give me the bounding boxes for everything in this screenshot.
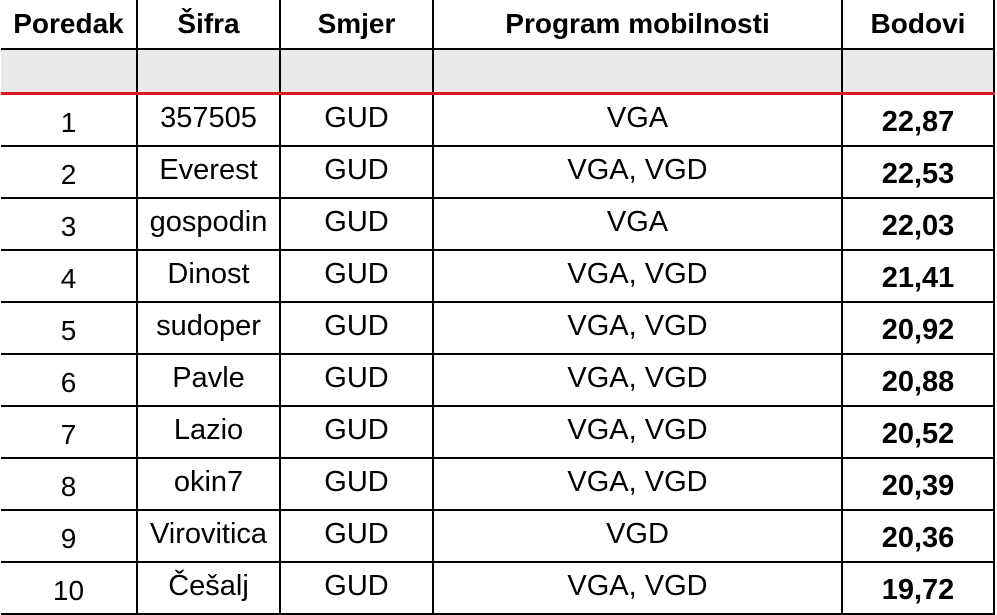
direction-cell: GUD — [279, 353, 434, 407]
filter-cell-code[interactable] — [136, 48, 281, 95]
code-cell: 357505 — [136, 92, 281, 147]
filter-cell-rank[interactable] — [1, 48, 138, 95]
program-cell: VGA — [432, 197, 843, 251]
points-cell: 20,39 — [841, 457, 995, 511]
direction-cell: GUD — [279, 457, 434, 511]
filter-cell-program[interactable] — [432, 48, 843, 95]
table-row[interactable]: 1 357505 GUD VGA 22,87 — [1, 92, 995, 147]
direction-cell: GUD — [279, 145, 434, 199]
filter-cell-direction[interactable] — [279, 48, 434, 95]
column-header-points[interactable]: Bodovi — [841, 0, 995, 50]
code-cell: Dinost — [136, 249, 281, 303]
code-cell: Everest — [136, 145, 281, 199]
rank-cell: 1 — [1, 92, 138, 147]
column-header-direction[interactable]: Smjer — [279, 0, 434, 50]
table-body: 1 357505 GUD VGA 22,87 2 Everest GUD VGA… — [1, 92, 995, 615]
rank-cell: 5 — [1, 301, 138, 355]
table-row[interactable]: 2 Everest GUD VGA, VGD 22,53 — [1, 145, 995, 199]
table-row[interactable]: 3 gospodin GUD VGA 22,03 — [1, 197, 995, 251]
points-cell: 20,52 — [841, 405, 995, 459]
points-cell: 22,03 — [841, 197, 995, 251]
column-header-rank[interactable]: Poredak — [1, 0, 138, 50]
program-cell: VGA, VGD — [432, 353, 843, 407]
points-cell: 22,53 — [841, 145, 995, 199]
points-cell: 20,36 — [841, 509, 995, 563]
direction-cell: GUD — [279, 561, 434, 615]
table-row[interactable]: 7 Lazio GUD VGA, VGD 20,52 — [1, 405, 995, 459]
program-cell: VGA, VGD — [432, 145, 843, 199]
table-row[interactable]: 5 sudoper GUD VGA, VGD 20,92 — [1, 301, 995, 355]
program-cell: VGA, VGD — [432, 405, 843, 459]
filter-cell-points[interactable] — [841, 48, 995, 95]
program-cell: VGD — [432, 509, 843, 563]
code-cell: Češalj — [136, 561, 281, 615]
program-cell: VGA, VGD — [432, 249, 843, 303]
header-row: Poredak Šifra Smjer Program mobilnosti B… — [1, 0, 995, 50]
rank-cell: 2 — [1, 145, 138, 199]
program-cell: VGA, VGD — [432, 301, 843, 355]
rank-cell: 4 — [1, 249, 138, 303]
program-cell: VGA, VGD — [432, 561, 843, 615]
rank-cell: 8 — [1, 457, 138, 511]
points-cell: 19,72 — [841, 561, 995, 615]
column-header-code[interactable]: Šifra — [136, 0, 281, 50]
direction-cell: GUD — [279, 405, 434, 459]
program-cell: VGA, VGD — [432, 457, 843, 511]
filter-row — [1, 48, 995, 95]
code-cell: Pavle — [136, 353, 281, 407]
points-cell: 20,88 — [841, 353, 995, 407]
code-cell: Lazio — [136, 405, 281, 459]
column-header-program[interactable]: Program mobilnosti — [432, 0, 843, 50]
table-row[interactable]: 9 Virovitica GUD VGD 20,36 — [1, 509, 995, 563]
rank-cell: 10 — [1, 561, 138, 615]
points-cell: 22,87 — [841, 92, 995, 147]
points-cell: 21,41 — [841, 249, 995, 303]
rank-cell: 9 — [1, 509, 138, 563]
rank-cell: 7 — [1, 405, 138, 459]
direction-cell: GUD — [279, 197, 434, 251]
code-cell: okin7 — [136, 457, 281, 511]
direction-cell: GUD — [279, 509, 434, 563]
code-cell: Virovitica — [136, 509, 281, 563]
program-cell: VGA — [432, 92, 843, 147]
code-cell: gospodin — [136, 197, 281, 251]
direction-cell: GUD — [279, 249, 434, 303]
code-cell: sudoper — [136, 301, 281, 355]
table-row[interactable]: 6 Pavle GUD VGA, VGD 20,88 — [1, 353, 995, 407]
table-row[interactable]: 10 Češalj GUD VGA, VGD 19,72 — [1, 561, 995, 615]
points-cell: 20,92 — [841, 301, 995, 355]
table-row[interactable]: 8 okin7 GUD VGA, VGD 20,39 — [1, 457, 995, 511]
rank-cell: 3 — [1, 197, 138, 251]
table-row[interactable]: 4 Dinost GUD VGA, VGD 21,41 — [1, 249, 995, 303]
direction-cell: GUD — [279, 301, 434, 355]
direction-cell: GUD — [279, 92, 434, 147]
rank-cell: 6 — [1, 353, 138, 407]
